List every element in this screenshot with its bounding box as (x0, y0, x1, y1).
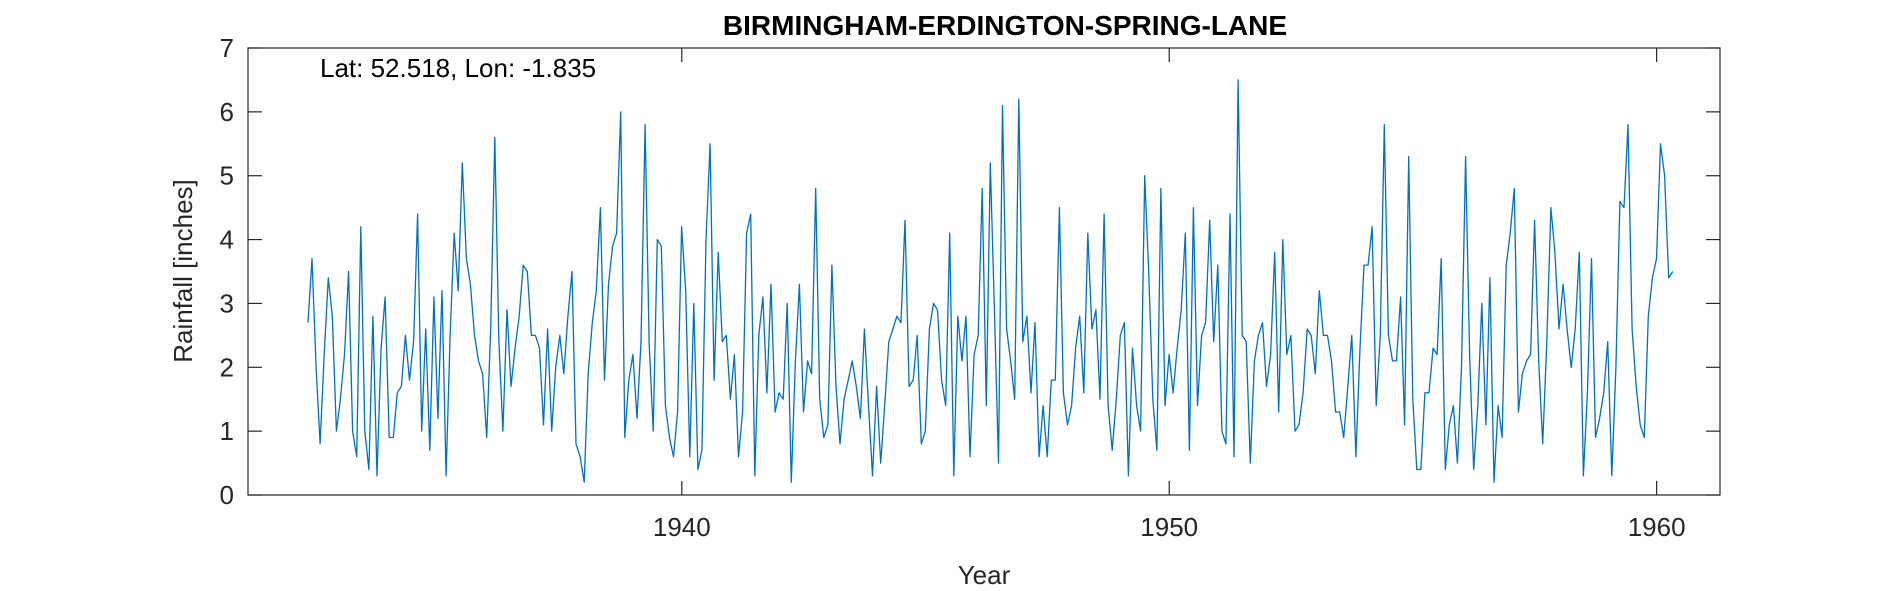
tick-labels: 0 1 2 3 4 5 6 7 1940 1950 1960 (220, 33, 1686, 542)
y-tick-label: 1 (220, 416, 234, 446)
rainfall-series-line (307, 79, 1674, 483)
y-tick-label: 3 (220, 288, 234, 318)
x-tick-label: 1940 (653, 512, 711, 542)
location-annotation: Lat: 52.518, Lon: -1.835 (320, 53, 596, 83)
x-tick-label: 1960 (1628, 512, 1686, 542)
y-tick-label: 2 (220, 352, 234, 382)
chart-title: BIRMINGHAM-ERDINGTON-SPRING-LANE (723, 10, 1287, 41)
y-axis-label: Rainfall [inches] (168, 179, 198, 363)
y-tick-label: 0 (220, 480, 234, 510)
x-axis-label: Year (958, 560, 1011, 590)
plot-area-frame (247, 47, 1721, 496)
y-tick-label: 5 (220, 161, 234, 191)
axis-ticks (248, 47, 1720, 496)
x-tick-label: 1950 (1140, 512, 1198, 542)
y-tick-label: 7 (220, 33, 234, 63)
y-tick-label: 6 (220, 97, 234, 127)
y-tick-label: 4 (220, 225, 234, 255)
